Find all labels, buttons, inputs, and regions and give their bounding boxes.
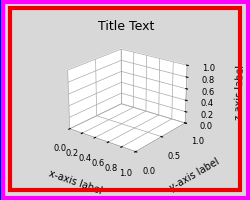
- X-axis label: x-axis label: x-axis label: [47, 168, 103, 196]
- Y-axis label: y-axis label: y-axis label: [168, 157, 221, 193]
- Title: Title Text: Title Text: [98, 20, 154, 33]
